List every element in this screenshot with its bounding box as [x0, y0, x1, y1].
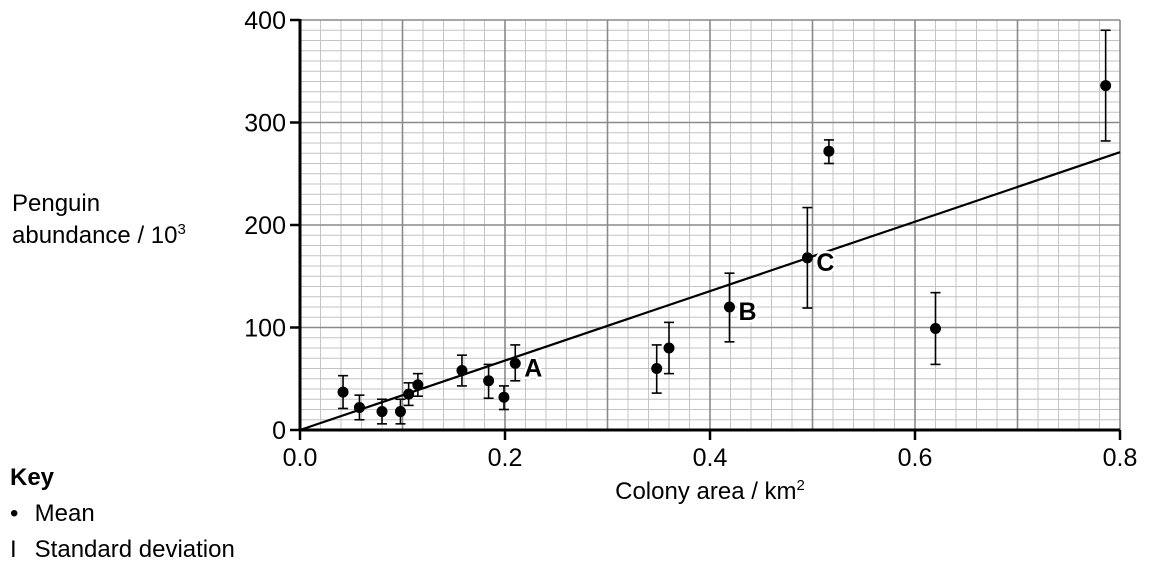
- data-point: [376, 406, 388, 418]
- key-mean-label: Mean: [34, 500, 95, 527]
- x-tick-label: 0.0: [283, 444, 318, 472]
- data-point: [483, 375, 495, 387]
- data-point: [403, 388, 415, 400]
- key-title: Key: [10, 464, 55, 491]
- data-point: [930, 323, 941, 335]
- data-point: [723, 301, 735, 313]
- data-point: [337, 386, 349, 398]
- data-point: [509, 357, 521, 369]
- y-tick-label: 0: [272, 417, 286, 445]
- trend-line: [299, 151, 1121, 432]
- key-sd-row: I Standard deviation: [10, 532, 235, 568]
- x-axis-label-text: Colony area / km: [615, 478, 797, 505]
- data-point: [456, 365, 468, 377]
- key-mean-row: • Mean: [10, 496, 235, 532]
- data-point: [394, 406, 406, 418]
- x-tick-label: 0.6: [898, 444, 933, 472]
- x-axis-label-exponent: 2: [796, 477, 805, 494]
- error-bar-icon: I: [10, 536, 17, 563]
- point-label: C: [816, 249, 834, 277]
- data-point: [801, 252, 813, 264]
- x-axis-label: Colony area / km2: [560, 478, 860, 506]
- data-point: [823, 145, 835, 157]
- x-tick-label: 0.2: [488, 444, 523, 472]
- data-point: [651, 363, 663, 374]
- y-tick-label: 100: [244, 315, 286, 343]
- y-tick-label: 300: [244, 110, 286, 138]
- data-point: [412, 379, 424, 391]
- data-point: [1100, 80, 1112, 92]
- y-tick-label: 200: [244, 212, 286, 240]
- y-axis-label-exponent: 3: [177, 221, 186, 238]
- data-point: [663, 342, 675, 354]
- x-tick-label: 0.8: [1103, 444, 1138, 472]
- key-sd-label: Standard deviation: [34, 536, 235, 563]
- y-tick-label: 400: [244, 7, 286, 35]
- data-point: [353, 401, 365, 413]
- y-axis-label-line2: abundance / 10: [12, 222, 178, 249]
- y-axis-label-line1: Penguin: [12, 190, 101, 217]
- point-label: B: [738, 298, 756, 326]
- y-axis-label: Penguin abundance / 103: [12, 188, 186, 252]
- point-label: A: [524, 354, 542, 382]
- x-tick-label: 0.4: [693, 444, 728, 472]
- mean-dot-icon: •: [10, 500, 19, 527]
- data-point: [498, 391, 510, 403]
- key-legend: Key • Mean I Standard deviation: [10, 460, 235, 568]
